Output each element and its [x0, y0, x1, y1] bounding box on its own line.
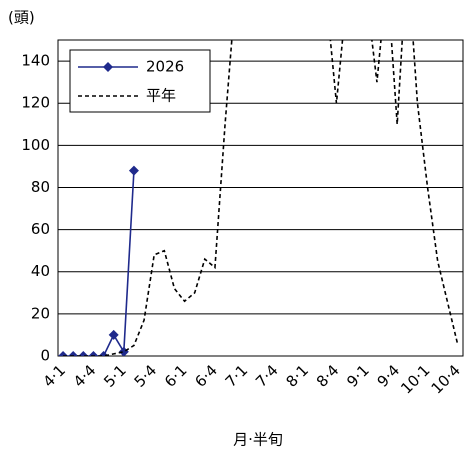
plot-border: [57, 39, 464, 357]
x-tick-label: 8·1: [282, 361, 312, 391]
point-marker: [118, 346, 129, 356]
series-line: [63, 40, 459, 356]
y-tick-label: 100: [21, 136, 50, 154]
x-tick-label: 7·4: [252, 361, 282, 391]
point-marker: [108, 329, 119, 340]
y-tick-label: 80: [31, 178, 50, 196]
y-tick-label: 120: [21, 94, 50, 112]
x-tick-label: 9·1: [343, 361, 373, 391]
legend-label: 2026: [146, 58, 184, 76]
x-tick-label: 4·4: [70, 361, 100, 391]
x-axis-title: 月·半旬: [233, 431, 283, 449]
y-axis-title: (頭): [8, 9, 35, 27]
series-line: [63, 170, 135, 356]
x-tick-label: 4·1: [39, 361, 69, 391]
x-tick-label: 6·4: [191, 361, 221, 391]
x-tick-label: 10·1: [397, 361, 433, 397]
point-marker: [68, 351, 79, 356]
x-tick-label: 6·1: [161, 361, 191, 391]
x-tick-label: 8·4: [313, 361, 343, 391]
legend-marker: [103, 62, 113, 72]
legend-label: 平年: [146, 87, 176, 105]
point-marker: [78, 351, 89, 356]
x-tick-label: 10·4: [428, 361, 464, 397]
y-tick-label: 40: [31, 262, 50, 280]
y-tick-label: 140: [21, 52, 50, 70]
x-tick-label: 5·4: [131, 361, 161, 391]
point-marker: [58, 351, 69, 356]
y-tick-label: 60: [31, 220, 50, 238]
point-marker: [88, 351, 99, 356]
x-tick-label: 5·1: [100, 361, 130, 391]
plot-area: [58, 40, 459, 356]
y-tick-label: 0: [40, 347, 50, 365]
legend-box: [69, 49, 211, 113]
point-marker: [128, 165, 139, 176]
y-tick-label: 20: [31, 304, 50, 322]
x-tick-label: 7·1: [222, 361, 252, 391]
